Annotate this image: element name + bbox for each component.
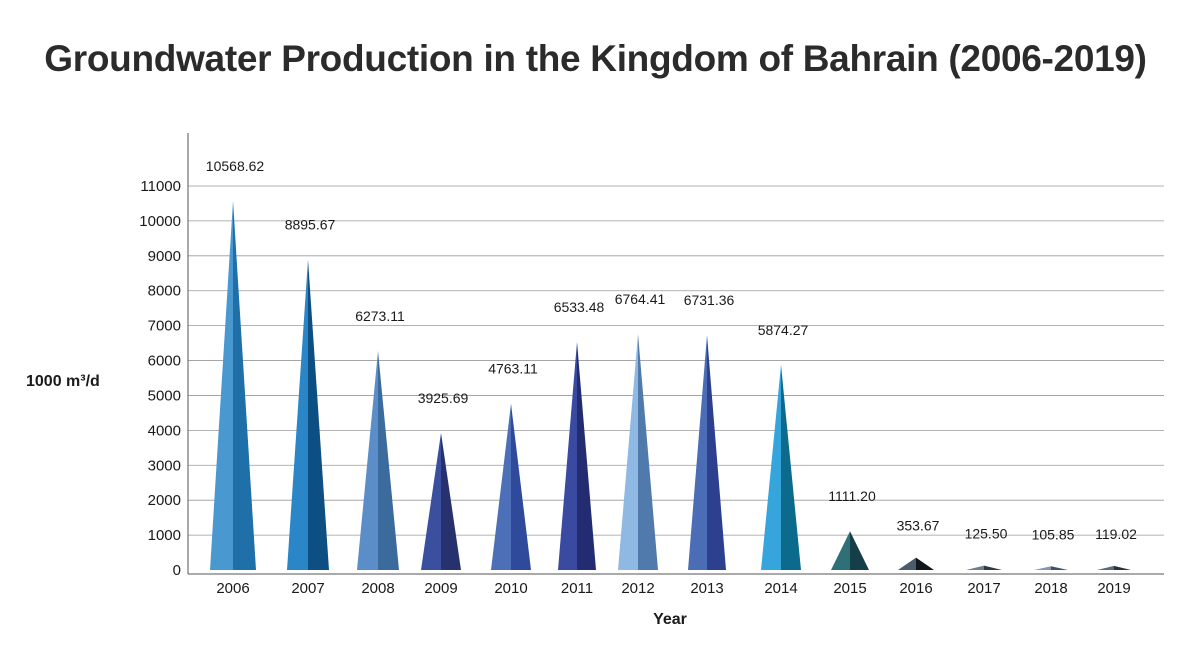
bar-face-left — [831, 531, 850, 570]
x-tick-label: 2014 — [764, 580, 797, 597]
bar-face-right — [638, 333, 658, 570]
bar-face-right — [511, 403, 531, 570]
y-axis-title: 1000 m³/d — [26, 373, 100, 390]
bar-face-left — [491, 403, 511, 570]
bar-face-left — [287, 259, 308, 570]
x-tick-label: 2017 — [967, 580, 1000, 597]
bar-2010 — [491, 403, 531, 570]
y-tick-label: 3000 — [148, 457, 181, 474]
bar-2008 — [357, 351, 399, 570]
value-label: 4763.11 — [488, 361, 538, 377]
x-tick-label: 2012 — [621, 580, 654, 597]
bar-2019 — [1097, 565, 1131, 570]
bar-face-left — [210, 201, 233, 570]
y-tick-label: 4000 — [148, 422, 181, 439]
y-tick-label: 5000 — [148, 387, 181, 404]
bar-face-right — [1114, 565, 1131, 570]
bar-face-right — [577, 341, 596, 570]
bar-face-left — [688, 335, 707, 570]
bar-face-right — [1051, 566, 1068, 570]
bar-face-left — [966, 565, 984, 570]
value-label: 3925.69 — [418, 390, 469, 406]
y-tick-label: 10000 — [139, 213, 181, 230]
bar-face-left — [898, 557, 916, 570]
value-label: 125.50 — [965, 526, 1008, 542]
y-tick-label: 0 — [173, 562, 181, 579]
bar-2006 — [210, 201, 256, 570]
bar-face-left — [1097, 565, 1114, 570]
value-label: 1111.20 — [828, 488, 876, 504]
bar-face-left — [421, 432, 441, 570]
bar-face-right — [850, 531, 869, 570]
y-tick-label: 2000 — [148, 492, 181, 509]
bar-2011 — [558, 341, 596, 570]
y-tick-label: 9000 — [148, 248, 181, 265]
x-tick-label: 2011 — [561, 580, 593, 597]
x-tick-label: 2018 — [1034, 580, 1067, 597]
bars — [210, 201, 1131, 570]
x-tick-label: 2008 — [361, 580, 394, 597]
bar-2016 — [898, 557, 934, 570]
y-tick-label: 1000 — [148, 527, 181, 544]
bar-2012 — [618, 333, 658, 570]
bar-face-right — [916, 557, 934, 570]
value-label: 10568.62 — [206, 158, 265, 174]
bar-face-right — [781, 364, 801, 570]
bar-face-right — [308, 259, 329, 570]
x-tick-label: 2010 — [494, 580, 527, 597]
bar-face-left — [558, 341, 577, 570]
bar-face-left — [357, 351, 378, 570]
value-label: 105.85 — [1032, 526, 1075, 542]
bar-2013 — [688, 335, 726, 570]
bar-face-right — [233, 201, 256, 570]
value-label: 8895.67 — [285, 216, 336, 232]
x-tick-label: 2006 — [216, 580, 249, 597]
bar-face-left — [618, 333, 638, 570]
value-label: 6731.36 — [684, 292, 735, 308]
y-tick-labels: 0 1000 2000 3000 4000 5000 6000 7000 8000 9000 100… — [139, 178, 181, 579]
bar-face-right — [707, 335, 726, 570]
value-label: 353.67 — [897, 518, 940, 534]
value-label: 6273.11 — [355, 308, 405, 324]
y-tick-label: 7000 — [148, 318, 181, 335]
value-label: 6764.41 — [615, 291, 666, 307]
gridlines — [188, 185, 1164, 536]
axes — [187, 133, 1164, 575]
bar-face-right — [378, 351, 399, 570]
bar-2015 — [831, 531, 869, 570]
bar-face-left — [1034, 566, 1051, 570]
x-tick-labels: 2006 2007 2008 2009 2010 2011 2012 2013 2014 2015… — [216, 580, 1130, 597]
bar-face-right — [441, 432, 461, 570]
x-tick-label: 2007 — [291, 580, 324, 597]
value-label: 6533.48 — [554, 299, 605, 315]
y-tick-label: 8000 — [148, 283, 181, 300]
x-axis-title: Year — [653, 611, 687, 628]
x-tick-label: 2009 — [424, 580, 457, 597]
value-label: 119.02 — [1095, 526, 1137, 542]
x-tick-label: 2019 — [1097, 580, 1130, 597]
x-tick-label: 2016 — [899, 580, 932, 597]
value-label: 5874.27 — [758, 322, 809, 338]
bar-2014 — [761, 364, 801, 570]
bar-face-right — [984, 565, 1002, 570]
x-tick-label: 2015 — [833, 580, 866, 597]
x-tick-label: 2013 — [690, 580, 723, 597]
bar-2009 — [421, 432, 461, 570]
bar-2018 — [1034, 566, 1068, 570]
bar-2017 — [966, 565, 1002, 570]
chart-title: Groundwater Production in the Kingdom of… — [44, 38, 1147, 79]
y-tick-label: 11000 — [140, 178, 181, 195]
bar-2007 — [287, 259, 329, 570]
bar-face-left — [761, 364, 781, 570]
y-tick-label: 6000 — [148, 353, 181, 370]
value-labels: 10568.62 8895.67 6273.11 3925.69 4763.11 6533… — [206, 158, 1137, 542]
